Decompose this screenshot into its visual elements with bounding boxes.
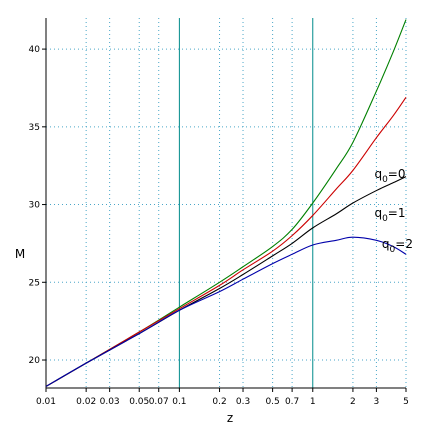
x-tick-label-4: 0.07 [149,397,169,407]
x-tick-label-8: 0.5 [265,397,279,407]
x-tick-label-5: 0.1 [172,397,186,407]
y-tick-label-0: 20 [29,356,41,366]
y-tick-label-3: 35 [29,123,40,133]
x-tick-label-9: 0.7 [285,397,299,407]
x-tick-label-13: 5 [403,397,409,407]
x-tick-label-12: 3 [374,397,380,407]
series-line-1 [45,96,407,387]
x-tick-label-2: 0.03 [100,397,120,407]
series-annotation-1: q0=1 [374,206,405,224]
x-tick-label-7: 0.3 [236,397,250,407]
y-tick-label-4: 40 [29,45,41,55]
series-line-3 [45,236,407,387]
series-annotation-2: q0=2 [382,237,413,255]
x-axis-label: z [227,411,233,425]
x-tick-label-1: 0.02 [76,397,96,407]
x-tick-label-0: 0.01 [36,397,56,407]
x-tick-label-10: 1 [310,397,316,407]
grid [46,18,407,388]
y-ticks: 20 25 30 35 40 [29,45,46,366]
x-ticks: 0.01 0.02 0.03 0.05 0.07 0.1 0.2 0.3 0.5 0.7 1 2 3 5 [36,388,409,407]
x-tick-label-3: 0.05 [129,397,149,407]
y-tick-label-2: 30 [29,201,41,211]
series-lines [45,19,407,387]
x-tick-label-11: 2 [350,397,356,407]
series-annotation-0: q0=0 [374,167,405,185]
annotations: q0=0 q0=1 q0=2 [374,167,413,255]
x-tick-label-6: 0.2 [212,397,226,407]
y-axis-label: M [15,247,25,261]
axes [45,18,406,389]
y-tick-label-1: 25 [29,278,40,288]
